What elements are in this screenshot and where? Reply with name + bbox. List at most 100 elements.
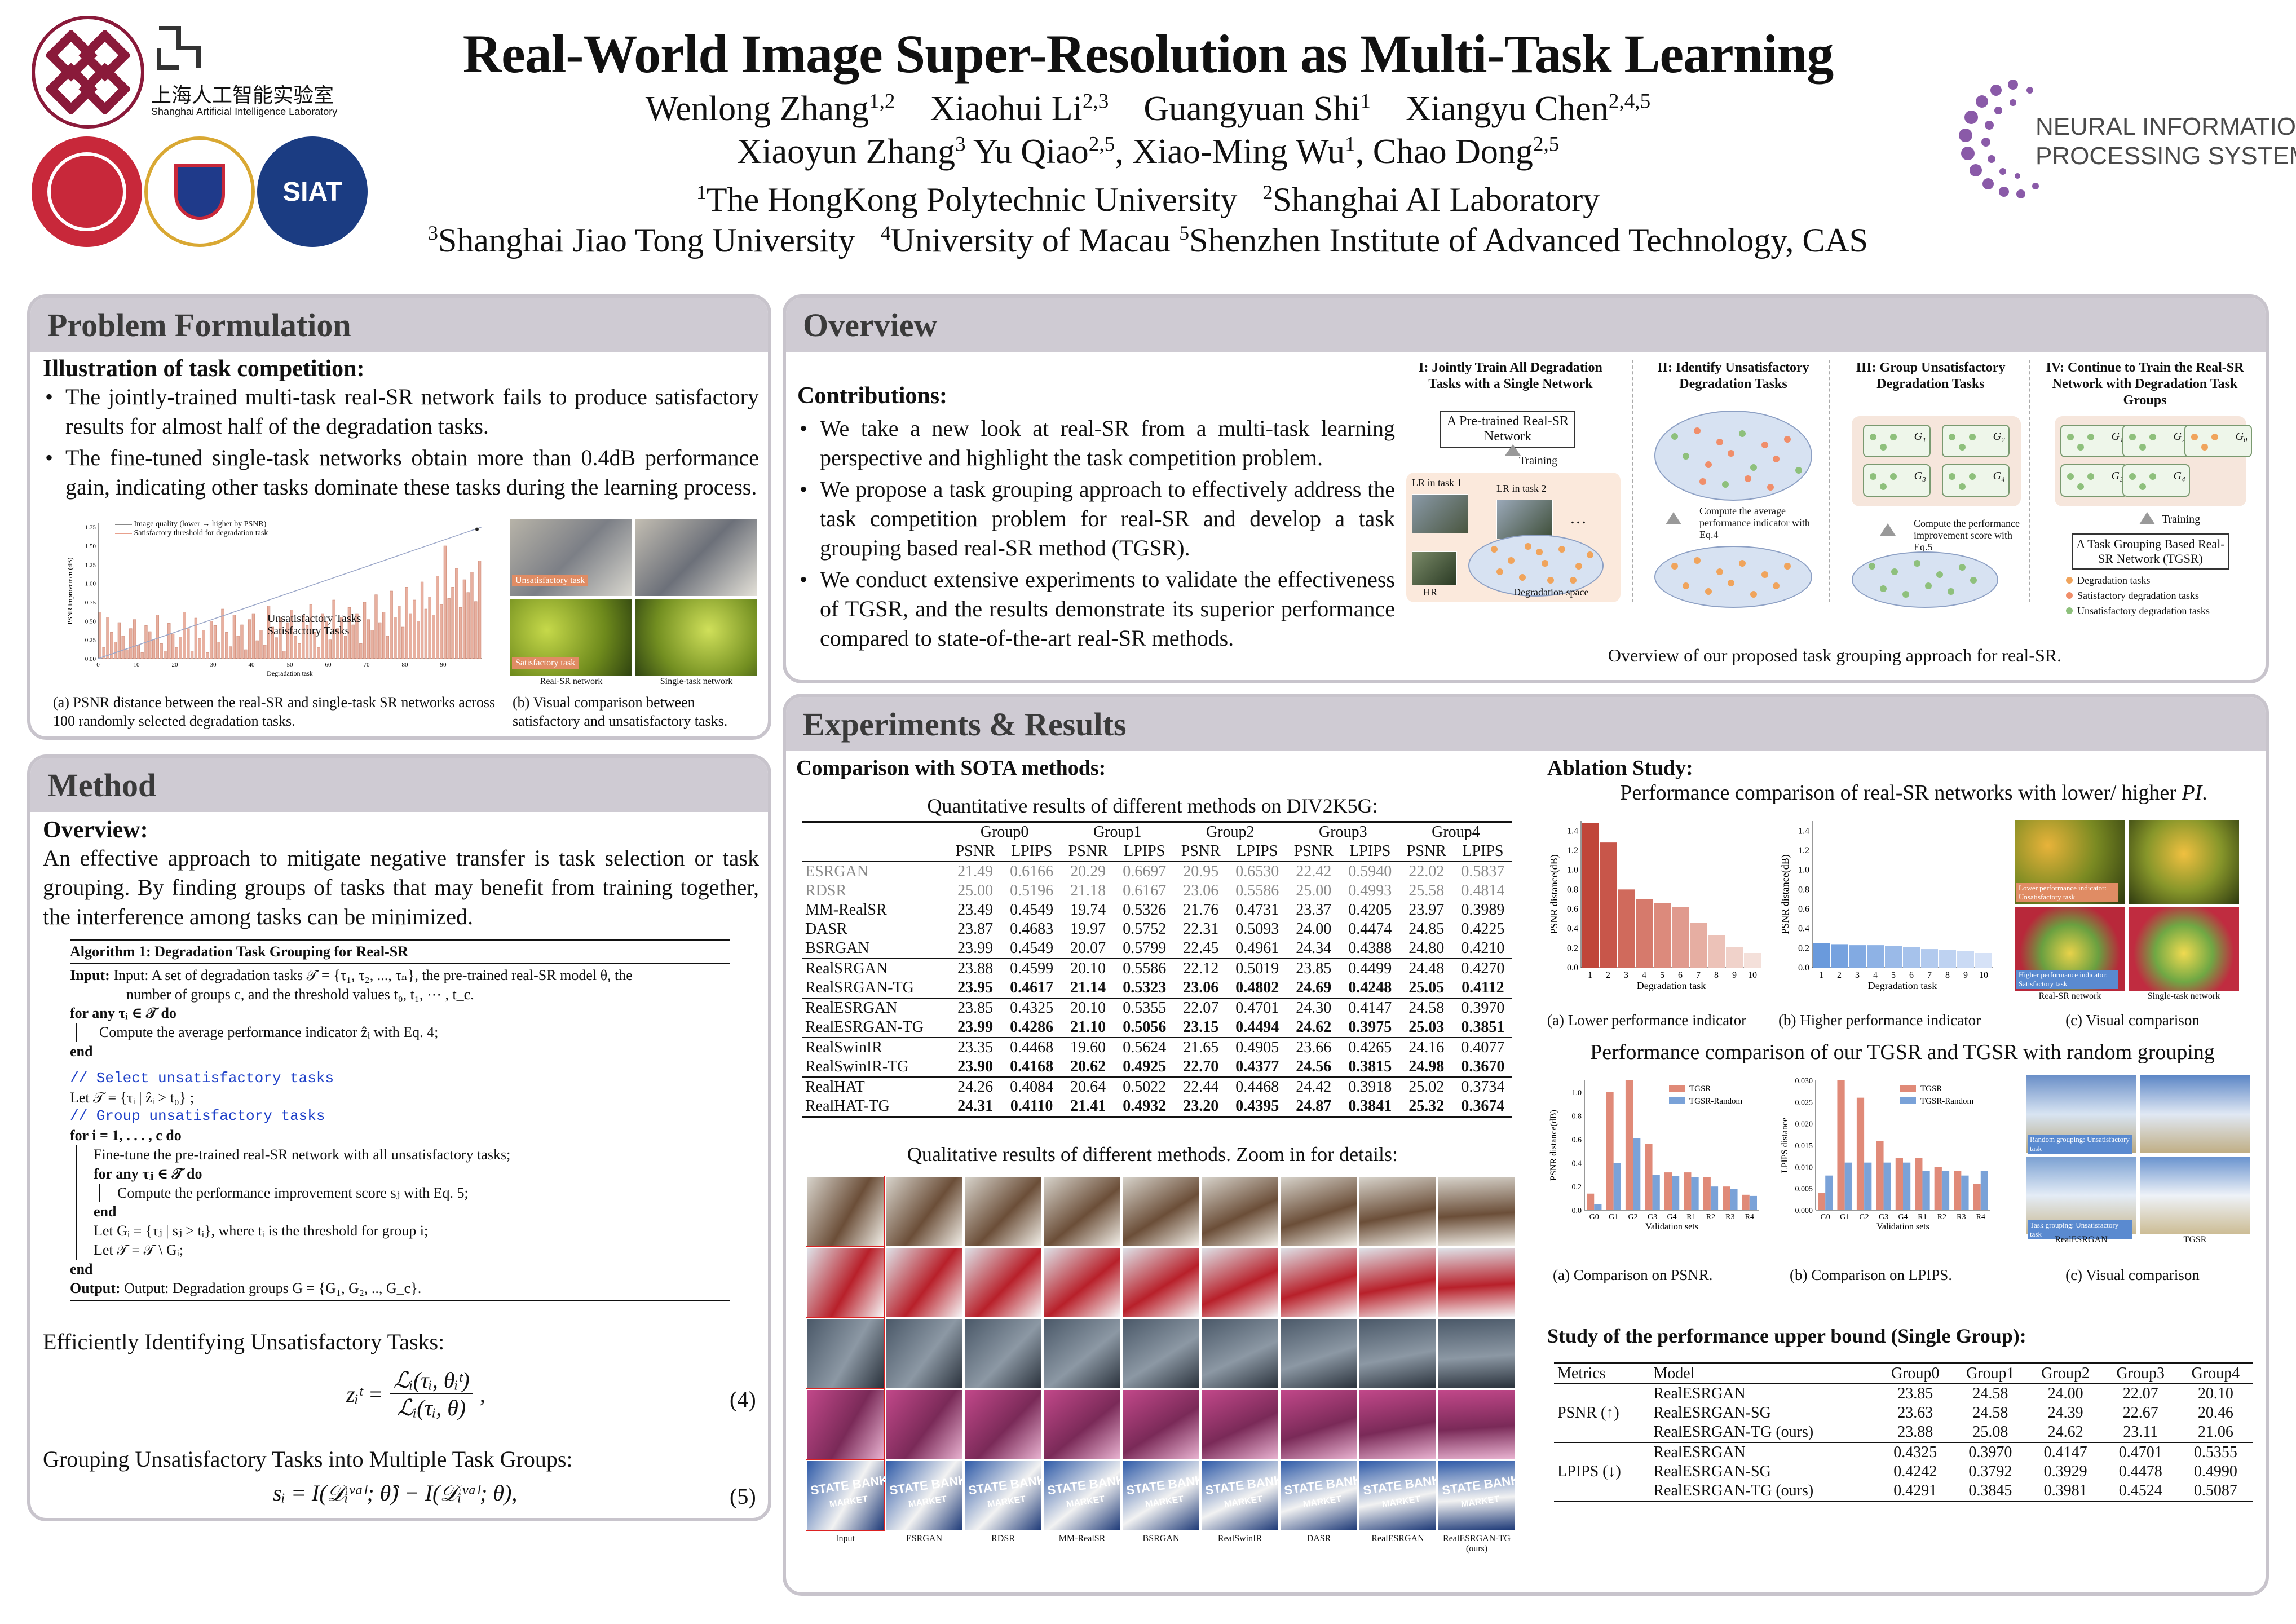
table-cell: 23.99 xyxy=(957,939,994,957)
x-tick-label: R2 xyxy=(1706,1213,1715,1221)
table-cell: 20.10 xyxy=(1070,960,1106,977)
bar xyxy=(136,645,140,659)
bar xyxy=(282,651,286,659)
table-cell: 0.4377 xyxy=(1235,1058,1279,1075)
bar xyxy=(129,628,133,659)
y-tick-label: 0.4 xyxy=(1572,1159,1582,1168)
qualitative-tile xyxy=(1043,1318,1121,1388)
table-cell: 0.5087 xyxy=(2193,1482,2237,1499)
training-label: Training xyxy=(2162,513,2201,526)
table-cell: 24.42 xyxy=(1296,1078,1332,1096)
table-row: RealESRGAN-TG (ours) 0.4291 0.3845 0.3981 0.… xyxy=(1554,1481,2253,1502)
table-cell: 0.4932 xyxy=(1123,1097,1167,1115)
qualitative-tile xyxy=(1359,1318,1437,1388)
table-cell: 24.58 xyxy=(1972,1404,2008,1422)
group-header: Group3 xyxy=(1319,823,1367,841)
table-cell: ESRGAN xyxy=(805,863,869,880)
bar xyxy=(225,632,228,659)
x-tick-label: 5 xyxy=(1660,970,1664,980)
bar xyxy=(321,613,324,659)
single-task-lower-image xyxy=(2128,820,2240,904)
algo-comment: // Group unsatisfactory tasks xyxy=(70,1107,325,1125)
bar xyxy=(156,615,160,659)
table-row: RealESRGAN-TG (ours) 23.88 25.08 24.62 23.11… xyxy=(1554,1423,2253,1442)
table-cell: 0.4802 xyxy=(1235,979,1279,996)
task-space-3 xyxy=(1852,551,1998,608)
bar xyxy=(164,651,167,659)
ablation-title: Ablation Study: xyxy=(1547,756,1693,780)
y-tick-label: 0.6 xyxy=(1572,1136,1582,1145)
table-cell: 0.5196 xyxy=(1010,882,1054,899)
tgsr-network-box: A Task Grouping Based Real-SR Network (T… xyxy=(2072,533,2229,570)
bar xyxy=(167,623,171,659)
x-tick-label: 2 xyxy=(1837,970,1842,980)
table-cell: 0.4993 xyxy=(1348,882,1392,899)
legend-label: TGSR xyxy=(1689,1084,1711,1093)
header: 上海人工智能实验室 Shanghai Artificial Intelligen… xyxy=(0,0,2296,282)
overview-heading: Overview xyxy=(786,298,2266,352)
qualitative-tile: STATE BANK MARKET xyxy=(885,1460,968,1530)
equation-5: sᵢ = I(𝒟ᵢᵛᵃˡ; θ̂) − I(𝒟ᵢᵛᵃˡ; θ), xyxy=(273,1480,518,1506)
table-cell: 23.35 xyxy=(957,1039,994,1056)
lr-image xyxy=(1496,500,1553,539)
table-cell: 23.85 xyxy=(1897,1385,1933,1402)
qualitative-grid: STATE BANK MARKET Input STATE BANK MARKET ESR… xyxy=(806,1176,1521,1565)
bar xyxy=(1654,903,1671,968)
bar xyxy=(152,639,156,659)
table-cell: 0.4265 xyxy=(1348,1039,1392,1056)
qualitative-tile xyxy=(885,1176,963,1246)
qualitative-tile xyxy=(1359,1247,1437,1317)
algo-line: end xyxy=(70,1260,93,1277)
metric-header: LPIPS xyxy=(1462,842,1504,860)
table-cell: RealESRGAN xyxy=(805,999,898,1017)
table-cell: 22.45 xyxy=(1183,939,1219,957)
table-cell: 0.3674 xyxy=(1461,1097,1505,1115)
bar xyxy=(351,624,355,659)
bar xyxy=(413,599,416,659)
table-cell: 0.5019 xyxy=(1235,960,1279,977)
bar xyxy=(213,625,217,659)
y-tick-label: 1.75 xyxy=(85,524,96,531)
x-tick-label: 1 xyxy=(1819,970,1823,980)
table-cell: 0.4291 xyxy=(1893,1482,1937,1499)
table-cell: 24.62 xyxy=(1296,1018,1332,1036)
bar xyxy=(478,561,482,659)
satisfactory-label: Satisfactory task xyxy=(512,657,579,669)
sign-text: MARKET xyxy=(829,1494,869,1510)
qualitative-tile xyxy=(1201,1247,1279,1317)
group-header: Group4 xyxy=(1432,823,1480,841)
table-row: RealESRGAN-SG 0.4242 0.3792 0.3929 0.4478 0.4… xyxy=(1554,1462,2253,1481)
bar xyxy=(190,651,194,659)
table-cell: 24.26 xyxy=(957,1078,994,1096)
bar xyxy=(1939,950,1956,968)
qualitative-tile xyxy=(1043,1176,1121,1246)
problem-bullet: The fine-tuned single-task networks obta… xyxy=(43,443,759,502)
x-tick-label: R1 xyxy=(1686,1213,1695,1221)
table-row: RealSwinIR-TG 23.90 0.4168 20.62 0.4925 22.70… xyxy=(802,1057,1512,1077)
task-space-2 xyxy=(1654,546,1812,608)
bar xyxy=(198,638,201,659)
bar xyxy=(386,636,390,659)
table-cell: 21.41 xyxy=(1070,1097,1106,1115)
table-cell: 24.48 xyxy=(1408,960,1445,977)
table-cell: 23.88 xyxy=(957,960,994,977)
table-cell: 0.4925 xyxy=(1123,1058,1167,1075)
table-cell: 0.3989 xyxy=(1461,901,1505,919)
chart-annotation: Unsatisfactory Tasks Satisfactory Tasks xyxy=(267,612,361,637)
qualitative-tile xyxy=(885,1389,963,1459)
qualitative-tile xyxy=(1201,1389,1279,1459)
table-cell: 0.5326 xyxy=(1123,901,1167,919)
unsatisfactory-label: Unsatisfactory task xyxy=(512,575,589,586)
x-tick-label: 7 xyxy=(1696,970,1701,980)
table-row: RealSRGAN 23.88 0.4599 20.10 0.5586 22.12 0.50… xyxy=(802,959,1512,978)
y-tick-label: 0.8 xyxy=(1572,1113,1582,1121)
identify-title: Efficiently Identifying Unsatisfactory T… xyxy=(43,1329,445,1354)
table-cell: 20.29 xyxy=(1070,863,1106,880)
step-3-title: III: Group Unsatisfactory Degradation Ta… xyxy=(1856,360,2006,391)
qualitative-column-label: RDSR xyxy=(991,1534,1015,1543)
bar xyxy=(317,647,320,659)
table-cell: 22.42 xyxy=(1296,863,1332,880)
table-cell: 0.5093 xyxy=(1235,920,1279,938)
bar xyxy=(240,624,244,659)
bar xyxy=(121,636,125,659)
